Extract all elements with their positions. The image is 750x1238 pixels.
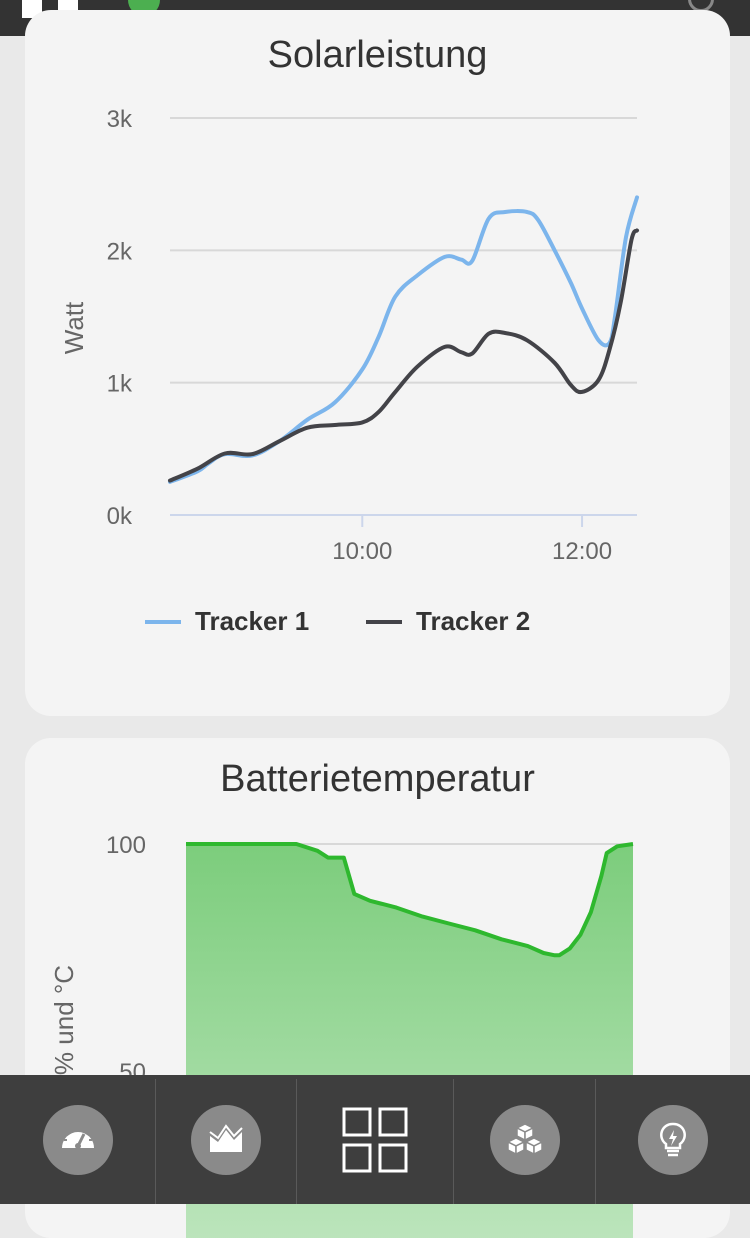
legend-item-tracker-1[interactable]: Tracker 1 (145, 606, 309, 637)
solar-chart-title: Solarleistung (267, 34, 488, 76)
legend-item-tracker-2[interactable]: Tracker 2 (366, 606, 530, 637)
solar-x-tick-label: 12:00 (552, 538, 612, 565)
nav-item-tips[interactable] (596, 1075, 750, 1204)
bottom-nav (0, 1075, 750, 1204)
legend-label-tracker-1: Tracker 1 (195, 606, 310, 636)
nav-item-dashboard[interactable] (0, 1075, 155, 1204)
solar-series-line-1[interactable] (168, 195, 639, 484)
solar-y-tick-label: 1k (107, 371, 133, 398)
nav-divider (296, 1079, 297, 1204)
solar-x-tick-label: 10:00 (332, 538, 392, 565)
legend-swatch-tracker-2 (366, 619, 402, 624)
nav-divider (453, 1079, 454, 1204)
legend-label-tracker-2: Tracker 2 (416, 606, 531, 636)
solar-power-card: Solarleistung 0k 1k 2k 3k 10:00 12:00 Watt T… (25, 10, 730, 716)
legend-swatch-tracker-1 (145, 619, 181, 624)
nav-item-charts[interactable] (156, 1075, 296, 1204)
lightbulb-icon (638, 1104, 708, 1175)
solar-y-tick-label: 2k (107, 238, 133, 265)
battery-chart-title: Batterietemperatur (220, 758, 535, 800)
battery-y-tick-label: 100 (106, 832, 146, 859)
solar-series-line-2[interactable] (168, 228, 639, 483)
solar-y-tick-label: 0k (107, 503, 133, 530)
battery-y-axis-label: % und °C (49, 965, 79, 1075)
solar-y-tick-label: 3k (107, 106, 133, 133)
gauge-icon (42, 1104, 113, 1175)
area-chart-icon (191, 1104, 261, 1175)
battery-series-line-1[interactable] (186, 842, 634, 958)
nav-divider (595, 1079, 596, 1204)
solar-power-chart: 0k 1k 2k 3k 10:00 12:00 Watt (59, 106, 639, 565)
solar-y-axis-label: Watt (59, 301, 89, 354)
grid-icon (342, 1107, 408, 1172)
cubes-icon (489, 1104, 560, 1175)
nav-divider (155, 1079, 156, 1204)
nav-item-modules[interactable] (454, 1075, 595, 1204)
nav-item-overview[interactable] (297, 1075, 453, 1204)
